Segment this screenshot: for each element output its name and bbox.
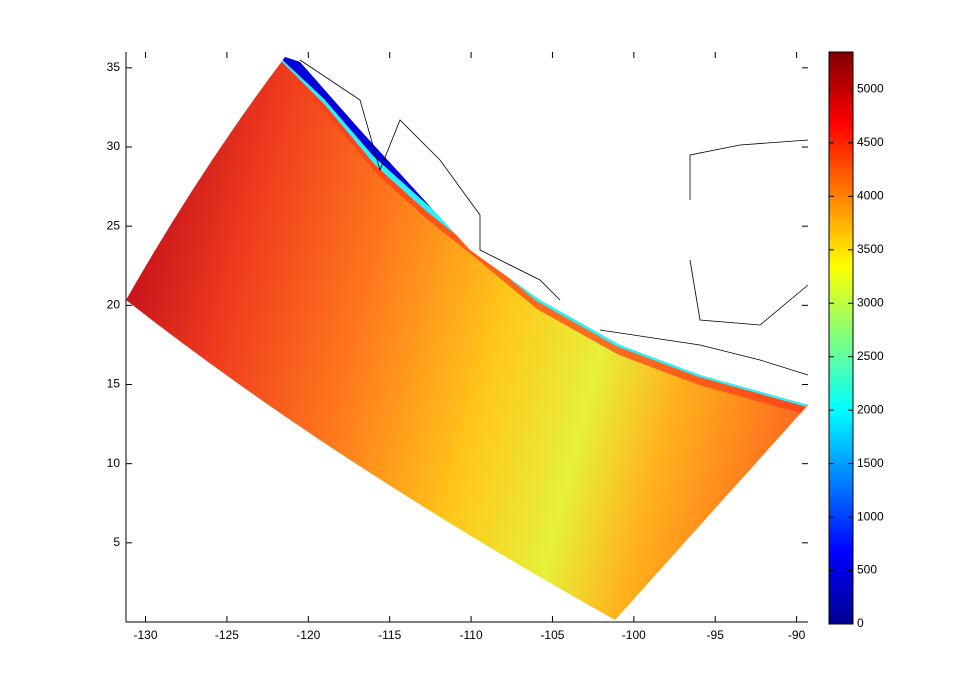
y-tick-label: 30	[107, 139, 121, 153]
colorbar-tick-label: 2000	[857, 402, 884, 416]
x-tick-label: -105	[540, 628, 564, 642]
y-tick-label: 20	[107, 298, 121, 312]
y-tick-label: 5	[113, 535, 120, 549]
colorbar-tick-label: 0	[857, 616, 864, 630]
colorbar-tick-label: 1500	[857, 456, 884, 470]
x-tick-label: -130	[134, 628, 158, 642]
y-tick-label: 25	[107, 218, 121, 232]
colorbar-tick-label: 4000	[857, 189, 884, 203]
colorbar-tick-label: 500	[857, 563, 877, 577]
bathymetry-field	[126, 57, 808, 620]
x-tick-label: -90	[788, 628, 806, 642]
y-tick-label: 15	[107, 377, 121, 391]
colorbar-tick-label: 4500	[857, 135, 884, 149]
x-tick-label: -115	[378, 628, 401, 642]
x-tick-label: -95	[707, 628, 725, 642]
coastline	[299, 59, 809, 376]
colorbar-tick-label: 3500	[857, 242, 884, 256]
x-tick-label: -100	[622, 628, 646, 642]
colorbar-tick-label: 2500	[857, 349, 884, 363]
x-tick-label: -120	[296, 628, 320, 642]
x-tick-label: -125	[215, 628, 239, 642]
colorbar	[829, 52, 853, 624]
x-tick-label: -110	[459, 628, 482, 642]
colorbar-tick-label: 1000	[857, 509, 884, 523]
colorbar-tick-label: 5000	[857, 82, 884, 96]
colorbar-tick-label: 3000	[857, 295, 884, 309]
y-tick-label: 35	[107, 60, 121, 74]
y-tick-label: 10	[107, 456, 121, 470]
colorbar-frame	[828, 51, 854, 625]
